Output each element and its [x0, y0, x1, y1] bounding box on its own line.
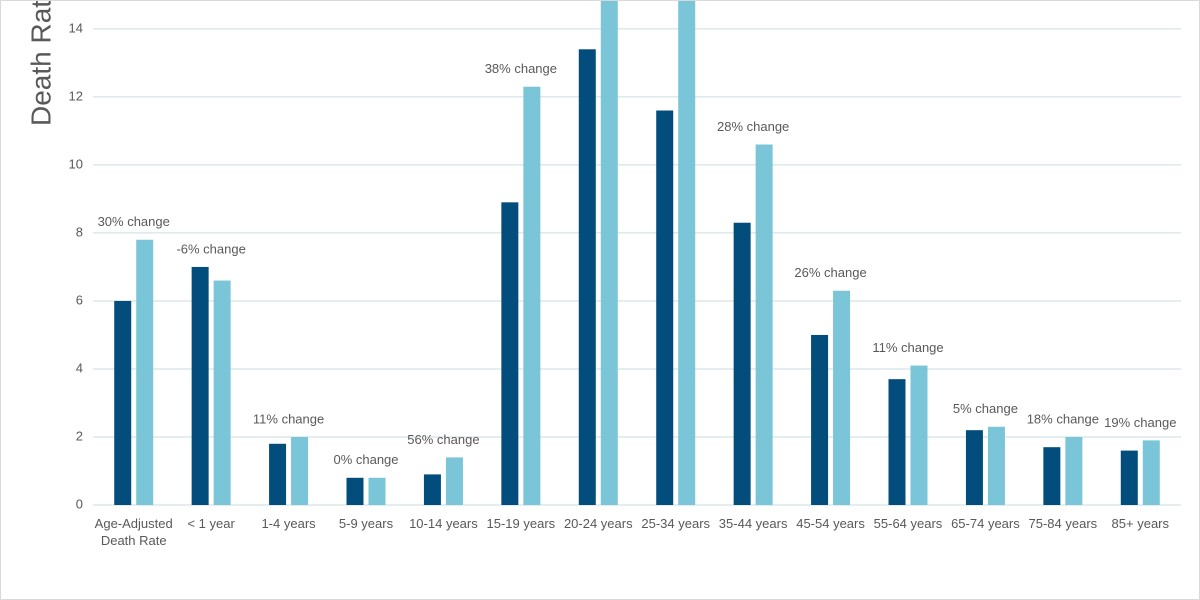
x-tick-label: 25-34 years	[641, 516, 711, 531]
bar	[346, 477, 364, 505]
bar	[1142, 440, 1160, 505]
x-tick-label: < 1 year	[187, 516, 235, 531]
bar	[269, 443, 287, 505]
bar	[213, 280, 231, 505]
x-tick-label: 45-54 years	[796, 516, 865, 531]
bar	[811, 334, 829, 505]
y-tick-label: 4	[76, 360, 83, 375]
bar	[445, 457, 463, 505]
x-tick-label: Age-Adjusted Death Rate	[94, 516, 173, 548]
bar	[600, 1, 618, 506]
x-tick-label: 5-9 years	[338, 516, 394, 531]
bar	[910, 365, 928, 505]
x-tick-label: 55-64 years	[873, 516, 943, 531]
bar	[888, 379, 906, 505]
change-label: 26% change	[794, 265, 866, 280]
bar	[523, 86, 541, 505]
x-tick-label: 35-44 years	[718, 516, 788, 531]
bar	[755, 144, 773, 506]
bar	[1043, 447, 1061, 505]
y-tick-label: 10	[69, 156, 83, 171]
bar	[733, 222, 751, 505]
y-tick-label: 6	[76, 292, 83, 307]
bar	[501, 202, 519, 505]
x-tick-label: 1-4 years	[261, 516, 316, 531]
bar	[833, 290, 851, 505]
x-tick-label: 75-84 years	[1028, 516, 1098, 531]
change-label: 28% change	[717, 119, 789, 134]
bar	[1120, 450, 1138, 505]
change-label: 11% change	[872, 340, 943, 355]
y-axis-title: Death Rate	[25, 1, 56, 126]
y-tick-label: 0	[76, 496, 83, 511]
change-label: 5% change	[953, 401, 1018, 416]
y-tick-label: 2	[76, 428, 83, 443]
change-label: 18% change	[1027, 411, 1099, 426]
y-tick-label: 12	[69, 88, 83, 103]
change-label: 38% change	[485, 61, 557, 76]
bar	[191, 266, 209, 505]
bar	[678, 1, 696, 506]
change-label: 30% change	[98, 214, 170, 229]
bar	[114, 300, 132, 505]
bar	[578, 49, 596, 505]
bar	[656, 110, 674, 505]
x-tick-label: 65-74 years	[951, 516, 1020, 531]
bar	[136, 239, 154, 505]
bar	[423, 474, 441, 505]
bar	[1065, 436, 1083, 505]
change-label: 19% change	[1104, 415, 1176, 430]
change-label: 11% change	[253, 411, 324, 426]
change-label: 56% change	[407, 432, 479, 447]
change-label: 0% change	[333, 452, 398, 467]
x-tick-label: 20-24 years	[563, 516, 633, 531]
bar	[368, 477, 386, 505]
x-tick-label: 10-14 years	[409, 516, 478, 531]
bar	[965, 430, 983, 505]
bar	[987, 426, 1005, 505]
bar	[291, 436, 309, 505]
y-tick-label: 8	[76, 224, 83, 239]
change-label: -6% change	[176, 241, 245, 256]
x-tick-label: 15-19 years	[486, 516, 556, 531]
y-tick-label: 14	[69, 20, 83, 35]
x-tick-label: 85+ years	[1111, 516, 1169, 531]
